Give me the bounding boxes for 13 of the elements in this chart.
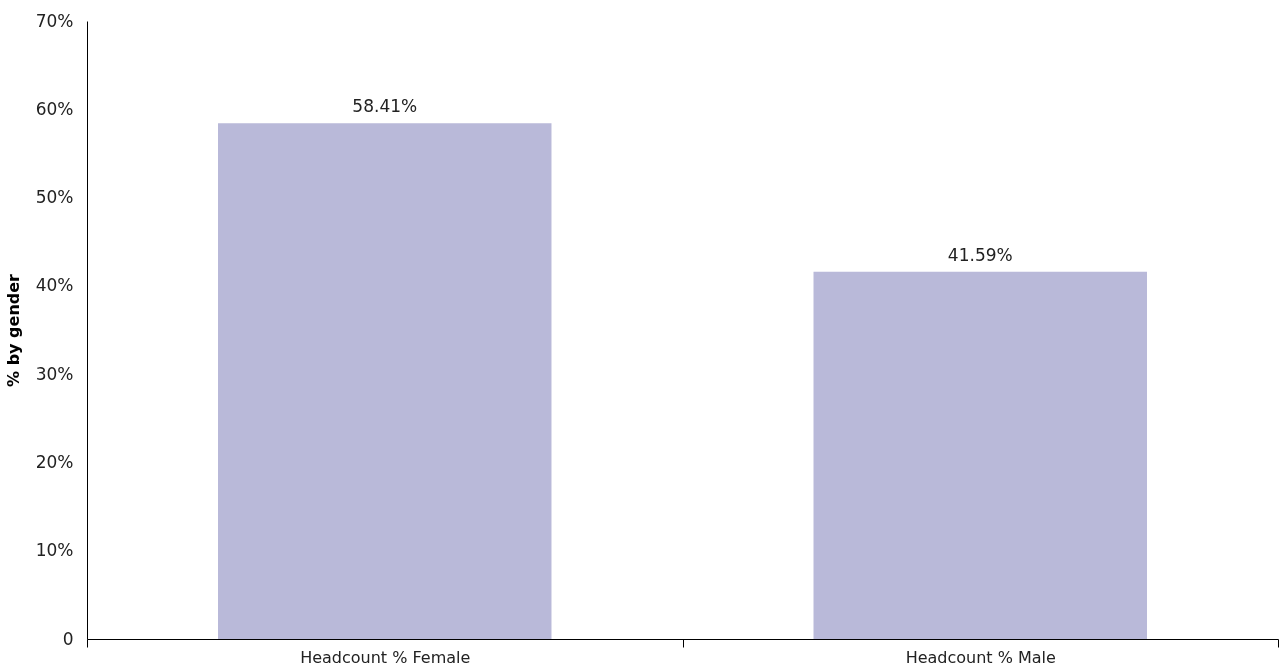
data-label: 58.41% (352, 96, 418, 117)
x-tick-label: Headcount % Male (905, 647, 1056, 667)
y-tick-label: 30% (35, 363, 74, 384)
x-tick-label: Headcount % Female (300, 647, 471, 667)
y-tick-label: 40% (35, 275, 74, 296)
y-tick-label: 70% (35, 10, 74, 31)
y-tick-label: 0 (62, 628, 74, 649)
y-tick-label: 60% (35, 98, 74, 119)
y-tick-label: 50% (35, 187, 74, 208)
y-axis-title: % by gender (3, 273, 23, 387)
y-tick-label: 10% (35, 540, 74, 561)
y-tick-label: 20% (35, 451, 74, 472)
data-label: 41.59% (947, 244, 1013, 265)
